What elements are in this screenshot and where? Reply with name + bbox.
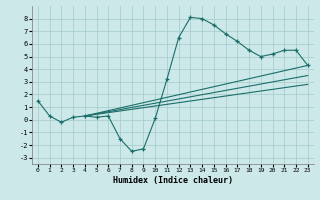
X-axis label: Humidex (Indice chaleur): Humidex (Indice chaleur) (113, 176, 233, 185)
